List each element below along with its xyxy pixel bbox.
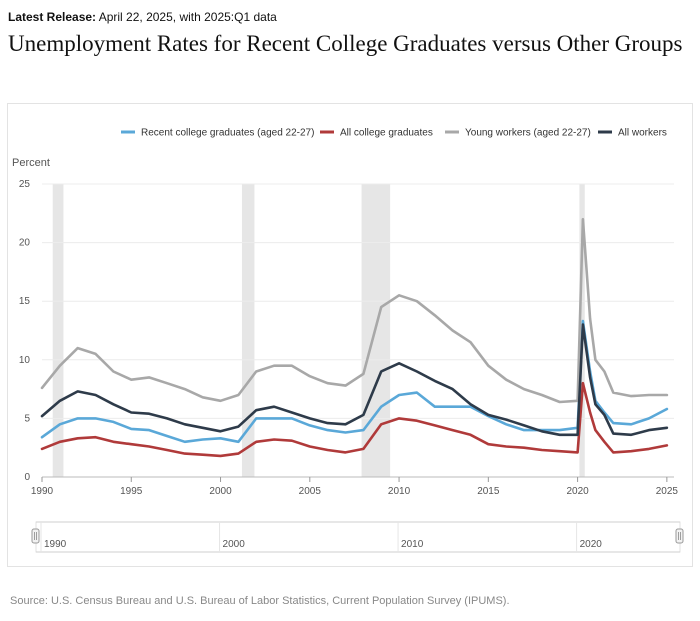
x-tick-label: 2000	[209, 486, 232, 497]
y-tick-label: 5	[24, 413, 30, 424]
chart-container: 0 5 10 15 20 25 1990 1995 2000 2005 2010 2015 2020 20…	[7, 103, 693, 567]
source-note: Source: U.S. Census Bureau and U.S. Bure…	[10, 595, 510, 607]
x-tick-label: 1990	[31, 486, 54, 497]
release-text: April 22, 2025, with 2025:Q1 data	[96, 10, 277, 24]
series-line-4	[40, 323, 669, 437]
x-tick-label: 2005	[299, 486, 322, 497]
release-label: Latest Release:	[8, 10, 97, 24]
chart-title: Unemployment Rates for Recent College Gr…	[8, 31, 683, 56]
series-line-2	[40, 381, 669, 458]
y-axis-label: Percent	[12, 157, 50, 169]
navigator-tick-label: 2020	[580, 539, 603, 550]
recession-band-0	[52, 184, 64, 477]
series-line-3	[40, 217, 669, 404]
navigator-handle-right[interactable]	[675, 528, 684, 544]
x-tick-label: 2025	[656, 486, 679, 497]
legend-item-4[interactable]: All workers	[618, 128, 667, 139]
recession-band-1	[241, 184, 255, 477]
x-tick-label: 2010	[388, 486, 411, 497]
legend-item-1[interactable]: Recent college graduates (aged 22-27)	[141, 128, 314, 139]
y-tick-label: 25	[19, 179, 31, 190]
y-tick-label: 15	[19, 296, 31, 307]
y-tick-label: 10	[19, 355, 31, 366]
y-tick-label: 20	[19, 238, 31, 249]
navigator-tick-label: 1990	[44, 539, 67, 550]
x-tick-label: 2015	[477, 486, 500, 497]
navigator-tick-label: 2000	[223, 539, 246, 550]
y-tick-label: 0	[24, 472, 30, 483]
x-tick-label: 2020	[566, 486, 589, 497]
legend-item-3[interactable]: Young workers (aged 22-27)	[465, 128, 591, 139]
x-tick-label: 1995	[120, 486, 143, 497]
series-line-1	[40, 319, 669, 444]
navigator-tick-label: 2010	[401, 539, 424, 550]
legend-item-2[interactable]: All college graduates	[340, 128, 433, 139]
navigator-handle-left[interactable]	[31, 528, 40, 544]
release-note: Latest Release: April 22, 2025, with 202…	[8, 10, 277, 24]
